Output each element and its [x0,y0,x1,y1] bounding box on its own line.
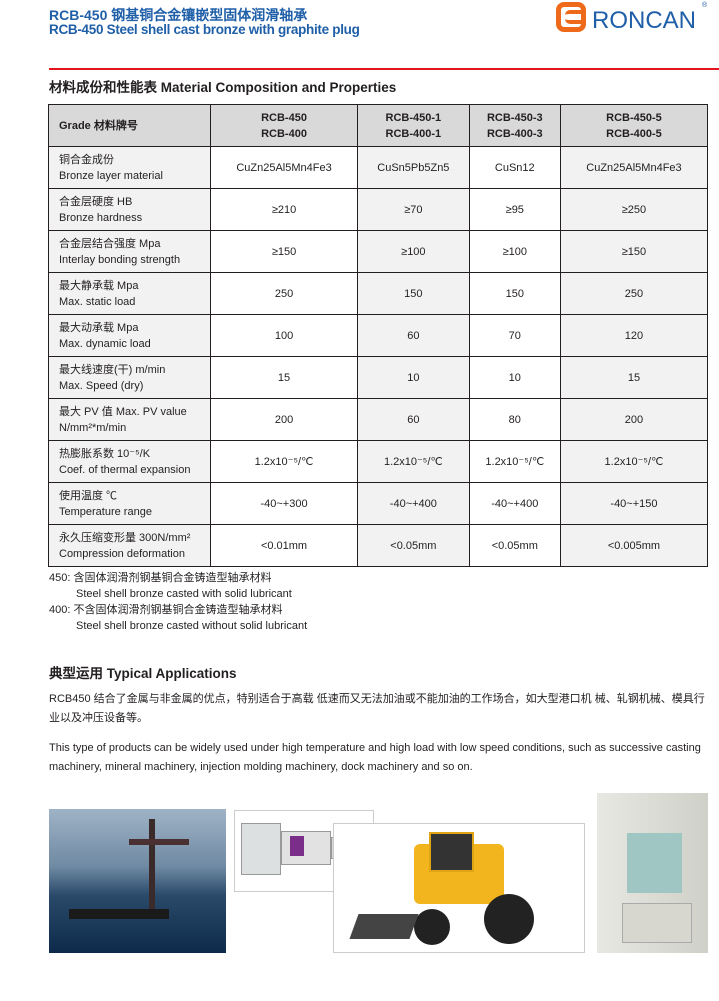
notes: 450: 含固体润滑剂钢基铜合金铸造型轴承材料 Steel shell bron… [49,570,307,634]
applications-text-en: This type of products can be widely used… [49,742,701,773]
property-value: -40~+300 [209,482,359,525]
roncan-logo: RONCAN ® [556,0,708,36]
property-value: 100 [209,314,359,357]
property-value: 1.2x10⁻⁵/℃ [357,440,470,483]
property-value: 150 [357,272,470,315]
grade-col-header: RCB-450-3 RCB-400-3 [468,104,561,147]
property-value: 15 [209,356,359,399]
logo-mark-inner-icon [565,10,586,24]
note-450: 450: 含固体润滑剂钢基铜合金铸造型轴承材料 [49,572,272,584]
grade-col-header: RCB-450-1 RCB-400-1 [357,104,470,147]
property-value: ≥70 [357,188,470,231]
logo-registered: ® [702,2,708,9]
property-label: 最大线速度(干) m/min Max. Speed (dry) [48,356,211,399]
property-value: 200 [559,398,709,441]
property-value: 15 [559,356,709,399]
table-row: 最大 PV 值 Max. PV value N/mm²*m/min 200 60 80 2… [48,398,709,441]
table-row: 合金层结合强度 Mpa Interlay bonding strength ≥150… [48,230,709,273]
property-label: 永久压缩变形量 300N/mm² Compression deformation [48,524,211,567]
property-value: 60 [357,314,470,357]
property-value: <0.05mm [468,524,561,567]
applications-text-cn: RCB450 结合了金属与非金属的优点，特别适合于高载 低速而又无法加油或不能加… [49,693,705,724]
property-value: CuSn5Pb5Zn5 [357,146,470,189]
note-400-en: Steel shell bronze casted without solid … [76,620,308,632]
title-en: RCB-450 Steel shell cast bronze with gra… [49,22,360,37]
table-row: 合金层硬度 HB Bronze hardness ≥210 ≥70 ≥95 ≥250 [48,188,709,231]
property-value: 250 [209,272,359,315]
property-value: ≥150 [209,230,359,273]
property-label: 热膨胀系数 10⁻⁵/K Coef. of thermal expansion [48,440,211,483]
table-row: 热膨胀系数 10⁻⁵/K Coef. of thermal expansion 1.… [48,440,709,483]
property-value: ≥95 [468,188,561,231]
property-label: 最大 PV 值 Max. PV value N/mm²*m/min [48,398,211,441]
grade-col-header: RCB-450-5 RCB-400-5 [559,104,709,147]
property-value: -40~+400 [357,482,470,525]
property-label: 使用温度 ℃ Temperature range [48,482,211,525]
applications-title: 典型运用 Typical Applications [49,666,237,681]
table-row: 使用温度 ℃ Temperature range -40~+300 -40~+400-… [48,482,709,525]
table-section-title: 材料成份和性能表 Material Composition and Proper… [49,80,397,95]
property-value: 70 [468,314,561,357]
title-cn: RCB-450 钢基铜合金镶嵌型固体润滑轴承 [49,7,308,23]
properties-table: Grade 材料牌号 RCB-450 RCB-400 RCB-450-1 RCB-4… [48,104,709,567]
table-row: 最大动承载 Mpa Max. dynamic load 100 60 70 120 [48,314,709,357]
property-value: 1.2x10⁻⁵/℃ [559,440,709,483]
property-value: CuZn25Al5Mn4Fe3 [209,146,359,189]
property-value: <0.01mm [209,524,359,567]
property-value: ≥210 [209,188,359,231]
note-400: 400: 不含固体润滑剂钢基铜合金铸造型轴承材料 [49,604,283,616]
property-label: 最大动承载 Mpa Max. dynamic load [48,314,211,357]
property-value: 150 [468,272,561,315]
property-value: 1.2x10⁻⁵/℃ [468,440,561,483]
property-value: 10 [357,356,470,399]
table-row: 最大静承载 Mpa Max. static load 250 150 150 250 [48,272,709,315]
property-value: 10 [468,356,561,399]
property-value: 1.2x10⁻⁵/℃ [209,440,359,483]
property-value: 200 [209,398,359,441]
property-value: ≥150 [559,230,709,273]
property-value: ≥250 [559,188,709,231]
property-value: 60 [357,398,470,441]
property-value: 250 [559,272,709,315]
property-value: 120 [559,314,709,357]
header-divider [49,68,719,70]
property-value: <0.005mm [559,524,709,567]
table-row: 最大线速度(干) m/min Max. Speed (dry) 15 10 10 15 [48,356,709,399]
table-row: 永久压缩变形量 300N/mm² Compression deformation <… [48,524,709,567]
logo-text: RONCAN [592,7,697,34]
property-value: ≥100 [468,230,561,273]
table-row: 铜合金成份 Bronze layer material CuZn25Al5Mn4Fe… [48,146,709,189]
port-crane-photo [49,809,226,953]
property-value: 80 [468,398,561,441]
property-label: 合金层硬度 HB Bronze hardness [48,188,211,231]
note-450-en: Steel shell bronze casted with solid lub… [76,588,292,600]
property-label: 最大静承载 Mpa Max. static load [48,272,211,315]
property-value: -40~+150 [559,482,709,525]
press-machine-photo [597,793,708,953]
grade-col-header: RCB-450 RCB-400 [209,104,359,147]
property-value: CuZn25Al5Mn4Fe3 [559,146,709,189]
property-label: 铜合金成份 Bronze layer material [48,146,211,189]
property-value: ≥100 [357,230,470,273]
grade-header: Grade 材料牌号 [48,104,211,147]
property-value: <0.05mm [357,524,470,567]
property-value: -40~+400 [468,482,561,525]
property-value: CuSn12 [468,146,561,189]
property-label: 合金层结合强度 Mpa Interlay bonding strength [48,230,211,273]
backhoe-loader-photo [333,823,585,953]
